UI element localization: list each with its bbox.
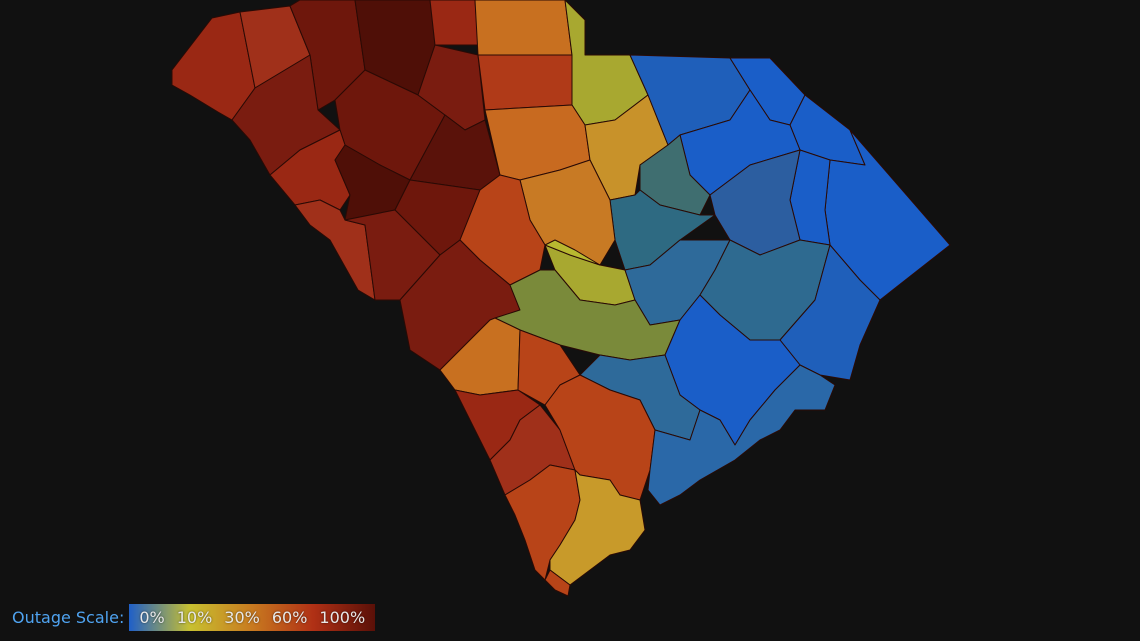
legend-stop-30: 30% [224, 608, 260, 627]
county-calhoun-north[interactable] [544, 239, 601, 266]
county-york[interactable] [474, 0, 573, 56]
legend-gradient-bar: 0% 10% 30% 60% 100% [129, 604, 376, 631]
county-jasper-tip[interactable] [544, 569, 571, 597]
legend-stop-0: 0% [139, 608, 165, 627]
county-beaufort[interactable] [549, 469, 646, 586]
county-charleston[interactable] [647, 364, 836, 506]
county-chester[interactable] [477, 54, 573, 111]
legend-title: Outage Scale: [12, 608, 125, 627]
outage-legend: Outage Scale: 0% 10% 30% 60% 100% [12, 604, 376, 631]
county-cherokee[interactable] [429, 0, 479, 46]
county-georgetown[interactable] [779, 244, 881, 381]
legend-stop-60: 60% [271, 608, 308, 627]
legend-stop-100: 100% [319, 608, 366, 627]
legend-stop-10: 10% [176, 608, 213, 627]
county-oconee[interactable] [171, 11, 256, 121]
